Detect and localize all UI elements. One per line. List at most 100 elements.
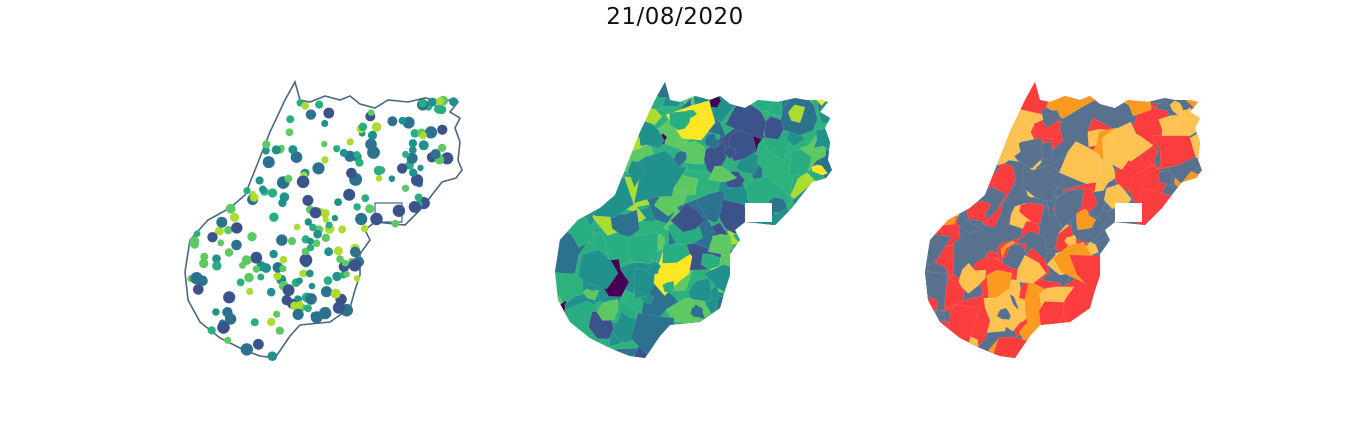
municipality-region: [925, 110, 963, 145]
municipality-region: [767, 315, 808, 349]
municipality-region: [925, 150, 958, 189]
city-dot: [353, 203, 361, 211]
city-dot: [252, 265, 261, 273]
municipality-region: [925, 229, 952, 267]
dot-map: [184, 79, 463, 362]
municipality-region: [925, 97, 945, 121]
municipality-region: [827, 265, 832, 283]
city-dot: [312, 162, 325, 175]
city-dot: [449, 97, 458, 107]
city-dot: [312, 239, 321, 247]
municipality-region: [1110, 359, 1139, 382]
municipality-region: [789, 224, 803, 240]
city-dot: [246, 287, 254, 295]
municipality-region: [1057, 338, 1112, 358]
municipality-region: [993, 336, 1032, 358]
municipality-region: [722, 146, 737, 159]
municipality-region: [1103, 300, 1144, 327]
municipality-region: [812, 214, 825, 227]
municipality-region: [756, 241, 799, 281]
city-dot: [273, 310, 281, 318]
city-dot: [324, 247, 333, 257]
municipality-region: [925, 169, 940, 202]
municipality-region: [661, 330, 679, 347]
city-dot: [217, 239, 225, 247]
city-dot: [339, 148, 348, 157]
municipality-region: [941, 146, 993, 198]
city-dot: [438, 143, 447, 152]
municipality-region: [555, 129, 562, 151]
city-dot: [332, 271, 342, 282]
municipality-region: [814, 174, 832, 217]
municipality-region: [929, 193, 949, 211]
city-dot: [262, 156, 275, 169]
municipality-region: [1192, 292, 1202, 330]
city-dot: [309, 207, 322, 219]
municipality-region: [779, 278, 804, 311]
municipality-region: [1033, 118, 1063, 144]
city-dot: [371, 122, 382, 132]
city-dot: [332, 301, 345, 314]
municipality-region: [773, 267, 811, 309]
municipality-region: [737, 82, 775, 98]
choropleth-map: [555, 82, 832, 370]
municipality-region: [1053, 188, 1085, 229]
city-dot: [290, 151, 303, 163]
city-dot: [304, 304, 312, 313]
city-dot: [269, 249, 278, 259]
city-dot: [304, 218, 312, 226]
municipality-region: [579, 82, 600, 94]
municipality-region: [1153, 284, 1166, 297]
municipality-region: [800, 284, 832, 326]
city-dot: [309, 223, 317, 232]
municipality-region: [682, 336, 722, 358]
municipality-region: [1154, 337, 1185, 358]
municipality-region: [669, 110, 693, 131]
city-dot: [212, 254, 221, 263]
municipality-region: [1137, 237, 1188, 269]
municipality-region: [925, 330, 949, 358]
federal-district: [745, 203, 772, 222]
municipality-region: [779, 291, 816, 343]
municipality-region: [775, 234, 791, 254]
city-dot: [410, 129, 420, 138]
municipality-region: [1185, 242, 1202, 289]
municipality-region: [670, 202, 706, 233]
municipality-region: [1090, 301, 1106, 317]
municipality-region: [569, 171, 607, 201]
municipality-region: [1139, 353, 1157, 358]
municipality-region: [704, 132, 722, 149]
municipality-region: [579, 91, 616, 120]
city-dot: [436, 97, 444, 106]
municipality-region: [555, 201, 556, 216]
city-dot: [377, 166, 386, 175]
municipality-region: [708, 330, 726, 348]
municipality-region: [609, 209, 640, 238]
city-dot: [424, 126, 438, 139]
city-dot: [285, 128, 294, 137]
city-dot: [217, 321, 230, 334]
city-dot: [302, 194, 314, 206]
city-dot: [266, 287, 276, 297]
municipality-region: [1134, 243, 1177, 288]
municipality-region: [735, 358, 748, 370]
municipality-region: [780, 82, 806, 97]
municipality-region: [1184, 290, 1202, 310]
municipality-region: [803, 234, 832, 275]
city-dot: [418, 99, 427, 108]
municipality-region: [929, 104, 951, 130]
municipality-region: [817, 251, 832, 288]
city-dot: [222, 307, 233, 318]
city-dot: [253, 338, 264, 350]
municipality-region: [1076, 209, 1097, 231]
municipality-region: [1163, 307, 1202, 358]
municipality-region: [1113, 234, 1128, 255]
city-dot: [267, 351, 278, 362]
municipality-region: [1194, 252, 1202, 284]
municipality-region: [804, 333, 824, 348]
city-dot: [250, 251, 263, 264]
municipality-region: [1125, 283, 1173, 330]
municipality-region: [1021, 164, 1066, 202]
city-dot: [305, 293, 317, 305]
municipality-region: [708, 165, 738, 183]
